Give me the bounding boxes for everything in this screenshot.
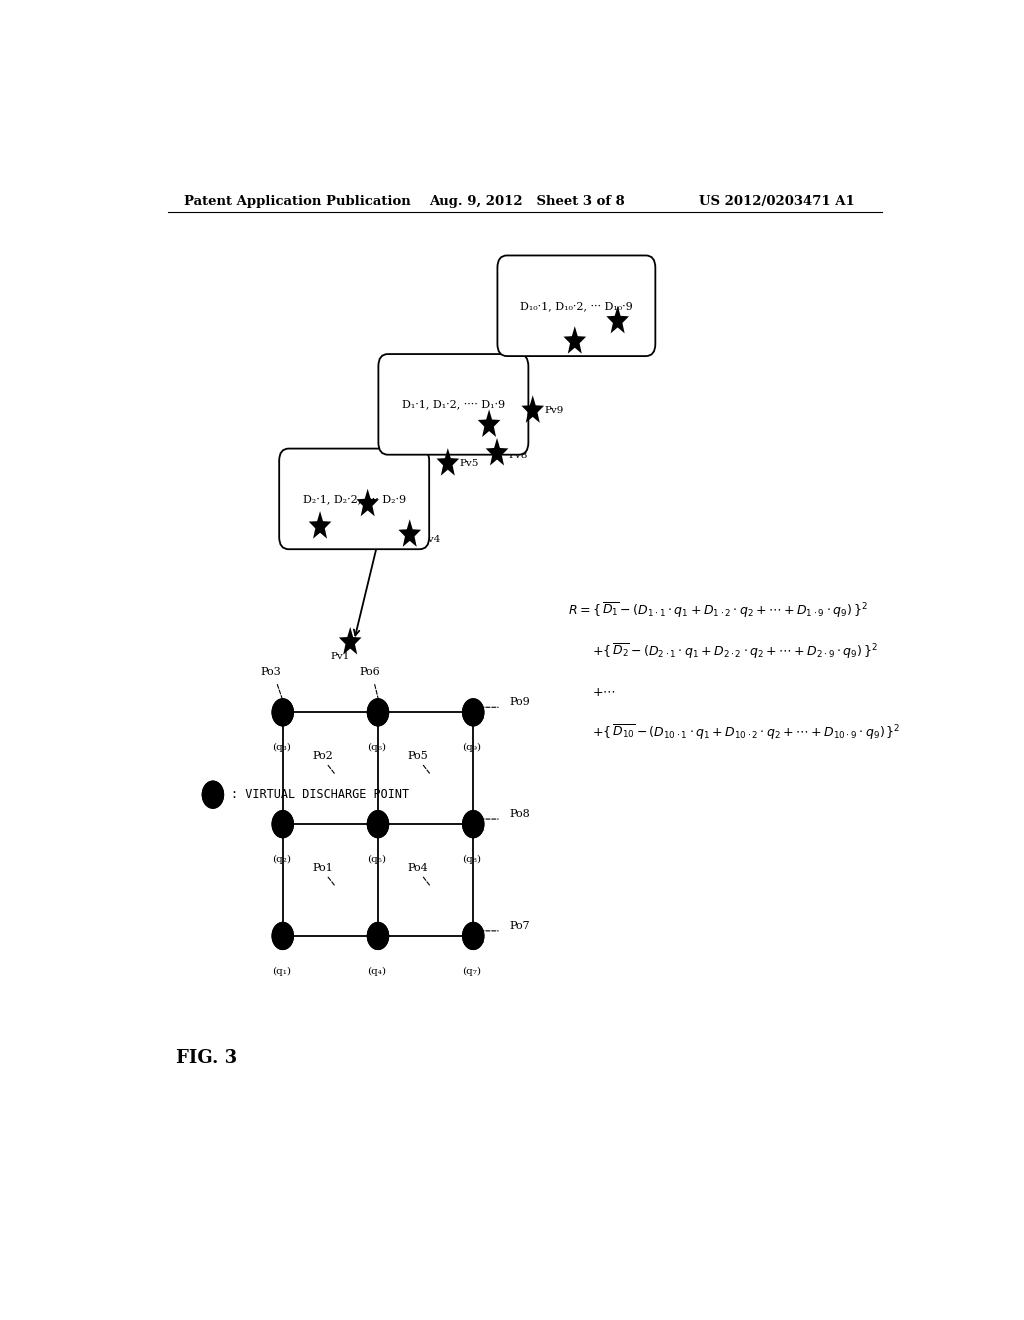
Text: (q₉): (q₉) <box>462 743 481 752</box>
Text: (q₈): (q₈) <box>462 854 481 863</box>
Text: Pv5: Pv5 <box>460 459 479 467</box>
Text: Pv7: Pv7 <box>560 318 580 327</box>
Circle shape <box>463 810 483 837</box>
Polygon shape <box>398 519 421 546</box>
Text: D₂·1, D₂·2, ···· D₂·9: D₂·1, D₂·2, ···· D₂·9 <box>303 494 406 504</box>
FancyBboxPatch shape <box>280 449 429 549</box>
Text: US 2012/0203471 A1: US 2012/0203471 A1 <box>699 194 855 207</box>
Text: (q₆): (q₆) <box>367 743 386 752</box>
Text: Patent Application Publication: Patent Application Publication <box>183 194 411 207</box>
Circle shape <box>272 810 293 837</box>
Circle shape <box>368 700 388 726</box>
Text: (q₃): (q₃) <box>271 743 291 752</box>
Circle shape <box>272 923 293 949</box>
FancyBboxPatch shape <box>498 256 655 356</box>
Polygon shape <box>521 395 544 422</box>
Text: (q₁): (q₁) <box>271 966 291 975</box>
Text: $+ \{\,\overline{D_2} - (D_{2 \cdot 1} \cdot q_1 + D_{2 \cdot 2} \cdot q_2 + \cd: $+ \{\,\overline{D_2} - (D_{2 \cdot 1} \… <box>592 642 879 661</box>
Circle shape <box>368 810 388 837</box>
Text: Po2: Po2 <box>312 751 333 762</box>
Polygon shape <box>436 447 459 475</box>
Text: (q₅): (q₅) <box>367 854 386 863</box>
Text: (q₄): (q₄) <box>367 966 386 975</box>
Circle shape <box>272 700 293 726</box>
Text: Aug. 9, 2012   Sheet 3 of 8: Aug. 9, 2012 Sheet 3 of 8 <box>430 194 626 207</box>
Text: (q₂): (q₂) <box>271 854 291 863</box>
Text: Pv9: Pv9 <box>545 407 564 414</box>
Text: Pv1: Pv1 <box>331 652 350 661</box>
Text: D₁₀·1, D₁₀·2, ··· D₁₀·9: D₁₀·1, D₁₀·2, ··· D₁₀·9 <box>520 301 633 310</box>
Bar <box>283 713 473 936</box>
Text: Pv4: Pv4 <box>422 535 441 544</box>
Text: $+ \{\,\overline{D_{10}} - (D_{10 \cdot 1} \cdot q_1 + D_{10 \cdot 2} \cdot q_2 : $+ \{\,\overline{D_{10}} - (D_{10 \cdot … <box>592 723 901 742</box>
Circle shape <box>463 700 483 726</box>
Text: D₁·1, D₁·2, ···· D₁·9: D₁·1, D₁·2, ···· D₁·9 <box>401 400 505 409</box>
Polygon shape <box>339 627 361 655</box>
Polygon shape <box>478 409 501 437</box>
Text: : VIRTUAL DISCHARGE POINT: : VIRTUAL DISCHARGE POINT <box>231 788 410 801</box>
Circle shape <box>463 923 483 949</box>
FancyBboxPatch shape <box>379 354 528 454</box>
Polygon shape <box>563 326 586 354</box>
Text: Pv3: Pv3 <box>379 491 398 500</box>
Text: Po9: Po9 <box>509 697 529 708</box>
Circle shape <box>368 923 388 949</box>
Text: FIG. 3: FIG. 3 <box>176 1049 237 1067</box>
Text: Po8: Po8 <box>509 809 529 818</box>
Polygon shape <box>308 511 332 539</box>
Text: $+ \cdots$: $+ \cdots$ <box>592 685 615 698</box>
Text: $R = \{\,\overline{D_1} - (D_{1 \cdot 1} \cdot q_1 + D_{1 \cdot 2} \cdot q_2 + \: $R = \{\,\overline{D_1} - (D_{1 \cdot 1}… <box>568 601 868 620</box>
Text: Po6: Po6 <box>359 667 381 677</box>
Circle shape <box>203 781 223 808</box>
Polygon shape <box>356 488 379 516</box>
Text: Po4: Po4 <box>408 863 428 873</box>
Polygon shape <box>485 438 508 466</box>
Text: (q₇): (q₇) <box>462 966 481 975</box>
Text: Po5: Po5 <box>408 751 428 762</box>
Text: Pv6: Pv6 <box>501 420 520 429</box>
Polygon shape <box>606 306 629 334</box>
Text: Pv10: Pv10 <box>630 317 655 326</box>
Text: Pv8: Pv8 <box>509 450 528 459</box>
Text: Po1: Po1 <box>312 863 333 873</box>
Text: Po3: Po3 <box>260 667 282 677</box>
Text: Pv2: Pv2 <box>287 520 306 529</box>
Text: Po7: Po7 <box>509 921 529 931</box>
